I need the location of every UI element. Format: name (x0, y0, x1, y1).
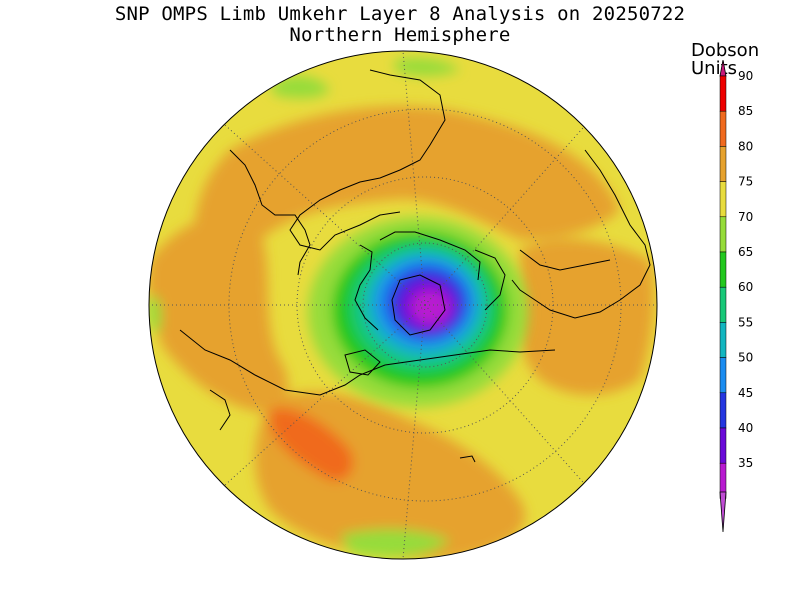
graticule (149, 51, 657, 559)
colorbar-cell (719, 392, 727, 429)
colorbar-cell (719, 146, 727, 182)
colorbar-tick-label: 65 (738, 245, 753, 259)
colorbar-cell (719, 322, 727, 358)
colorbar-tick-label: 70 (738, 210, 753, 224)
colorbar-cell (719, 110, 727, 147)
colorbar-tick-label: 45 (738, 386, 753, 400)
colorbar-title-line1: Dobson (691, 40, 760, 61)
colorbar-cell (719, 427, 727, 464)
colorbar-tick-label: 60 (738, 280, 753, 294)
colorbar-under-arrow (719, 491, 727, 533)
colorbar-cell (719, 181, 727, 218)
ozone-field (149, 51, 657, 559)
colorbar-cell (719, 286, 727, 323)
colorbar-cell (719, 75, 727, 112)
coastlines (179, 69, 651, 463)
colorbar-cell (719, 357, 727, 394)
colorbar-tick-label: 35 (738, 456, 753, 470)
colorbar-tick-label: 80 (738, 139, 753, 153)
colorbar-tick-label: 75 (738, 175, 753, 189)
colorbar-tick-label: 90 (738, 69, 753, 83)
colorbar-tick-label: 50 (738, 351, 753, 365)
map-title: SNP OMPS Limb Umkehr Layer 8 Analysis on… (114, 3, 686, 25)
map-subtitle: Northern Hemisphere (289, 24, 511, 46)
colorbar-over-arrow (719, 60, 727, 77)
colorbar-cell (719, 251, 727, 288)
map-boundary (148, 50, 658, 560)
colorbar-tick-label: 55 (738, 315, 753, 329)
colorbar-cell (719, 216, 727, 253)
colorbar-tick-label: 40 (738, 421, 753, 435)
colorbar-tick-label: 85 (738, 104, 753, 118)
colorbar: 90 85 80 75 70 65 60 55 50 45 40 35 (719, 60, 753, 533)
